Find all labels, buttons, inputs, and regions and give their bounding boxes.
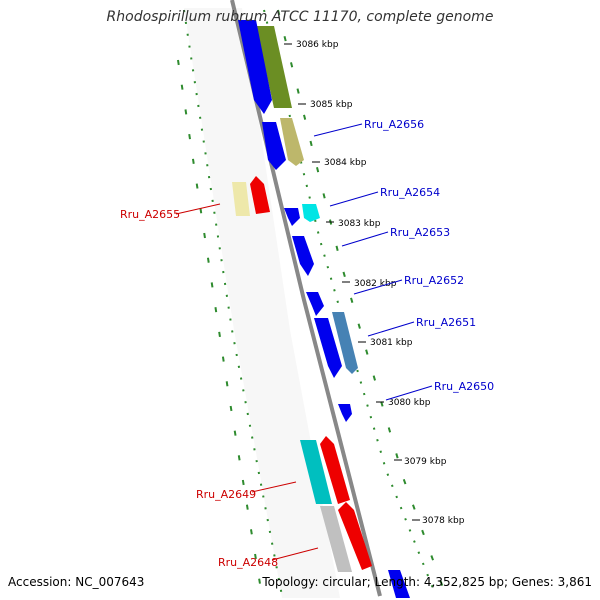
gene-paleyellow-block-A2655 [232,182,250,216]
gene-label-A2651: Rru_A2651 [416,316,476,329]
gene-blue-block-A2653 [292,236,314,276]
tick-label-3079: 3079 kbp [404,457,447,467]
gene-blue-block-A2650 [338,404,352,422]
leader-line-A2653 [341,231,389,247]
tick-label-3081: 3081 kbp [370,338,413,348]
gene-label-A2653: Rru_A2653 [390,226,450,239]
tick-label-3082: 3082 kbp [354,279,397,289]
gene-label-A2650: Rru_A2650 [434,380,494,393]
gene-label-A2655: Rru_A2655 [120,208,180,221]
gene-red-block-A2649 [320,436,350,504]
gene-blue-block-bottom [388,570,410,598]
gene-label-A2648: Rru_A2648 [218,556,278,569]
gene-teal-block-A2649 [300,440,332,504]
tick-label-3083: 3083 kbp [338,219,381,229]
tick-label-3084: 3084 kbp [324,158,367,168]
gene-olive-block [256,26,292,108]
gene-steel-block-A2651 [332,312,358,374]
tick-marks [284,43,420,521]
gene-blue-block-top [238,20,272,114]
inner-dotted-track-line [183,9,283,597]
outer-track-band [184,8,340,598]
gene-red-block-A2655 [250,176,270,214]
gene-khaki-block-A2656 [280,118,304,166]
leader-line-A2652 [353,279,403,295]
tick-label-3086: 3086 kbp [296,40,339,50]
leader-line-A2650 [385,385,433,401]
gene-label-A2649: Rru_A2649 [196,488,256,501]
gene-label-A2656: Rru_A2656 [364,118,424,131]
gene-cyan-block-A2654 [302,204,320,222]
genome-summary-text: Topology: circular; Length: 4,352,825 bp… [262,575,592,589]
gene-label-A2654: Rru_A2654 [380,186,440,199]
gene-blue-block-A2651 [314,318,342,378]
gene-blue-block-A2654 [284,208,300,226]
leader-line-A2649 [251,481,297,493]
leader-line-A2654 [329,191,379,207]
gene-red-block-A2648 [338,502,372,570]
tick-label-3080: 3080 kbp [388,398,431,408]
leader-line-A2656 [313,123,363,137]
leader-line-A2651 [367,321,415,337]
map-title: Rhodospirillum rubrum ATCC 11170, comple… [106,9,494,25]
gene-blue-block-A2656 [262,122,286,170]
gene-grey-block-A2648 [320,506,352,572]
gene-label-A2652: Rru_A2652 [404,274,464,287]
gene-blue-block-A2652 [306,292,324,316]
tick-label-3085: 3085 kbp [310,100,353,110]
tick-label-3078: 3078 kbp [422,516,465,526]
leader-line-A2655 [175,203,221,215]
accession-text: Accession: NC_007643 [8,575,145,589]
leader-line-A2648 [271,547,319,561]
